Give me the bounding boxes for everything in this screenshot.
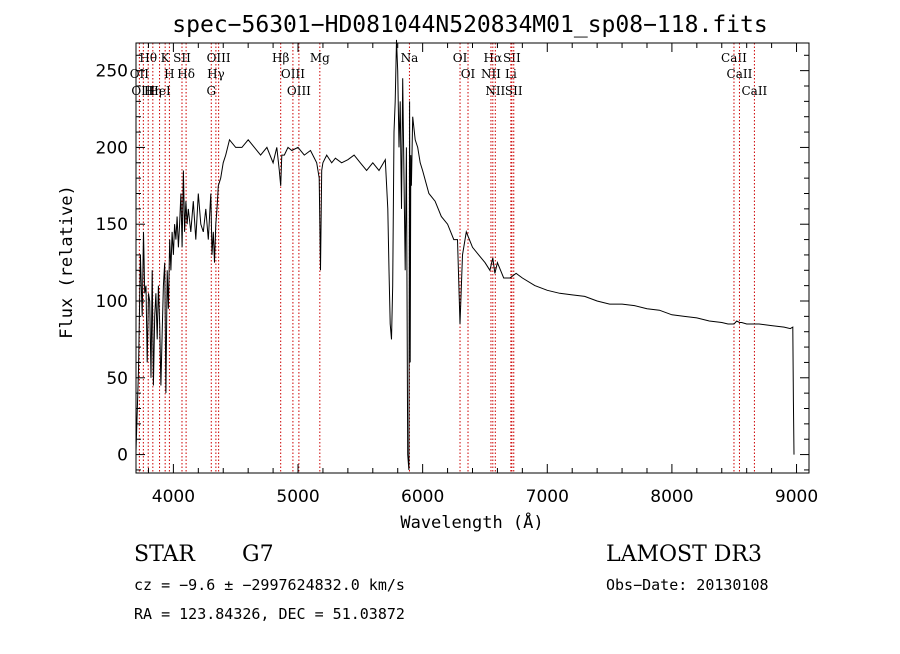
marker-label: CaII: [721, 51, 747, 65]
marker-label: Hδ: [177, 67, 195, 81]
x-tick-label: 9000: [775, 487, 818, 507]
object-subclass: G7: [242, 542, 274, 567]
y-tick-label: 150: [96, 215, 128, 235]
x-tick-label: 4000: [152, 487, 195, 507]
x-tick-label: 7000: [526, 487, 569, 507]
marker-label: Hγ: [207, 67, 225, 81]
chart-title: spec−56301−HD081044N520834M01_sp08−118.f…: [172, 12, 767, 38]
marker-label: OIII: [281, 67, 305, 81]
marker-label: Li: [505, 67, 517, 81]
marker-label: K: [161, 51, 171, 65]
y-tick-label: 0: [117, 446, 128, 466]
marker-label: Hα: [484, 51, 503, 65]
spectrum-line: [135, 39, 795, 470]
y-tick-label: 250: [96, 62, 128, 82]
marker-label: NII: [481, 67, 501, 81]
marker-label: Hβ: [272, 51, 289, 65]
marker-label: OIII: [287, 84, 311, 98]
x-axis-label: Wavelength (Å): [400, 511, 543, 533]
x-tick-label: 6000: [401, 487, 444, 507]
redshift-line: cz = −9.6 ± −2997624832.0 km/s: [134, 576, 405, 594]
marker-label: OIII: [131, 84, 155, 98]
y-tick-label: 200: [96, 138, 128, 158]
marker-label: Hη: [144, 84, 162, 98]
marker-label: G: [206, 84, 216, 98]
x-tick-label: 8000: [650, 487, 693, 507]
marker-label: HeI: [148, 84, 171, 98]
obs-date: Obs−Date: 20130108: [606, 576, 769, 594]
marker-label: Na: [401, 51, 419, 65]
spectral-line-markers: HθOIIOIIIHηHeIKHSIIHδOIIIHγGHβOIIIOIIIMg…: [130, 43, 768, 473]
marker-label: OII: [130, 67, 150, 81]
marker-label: SII: [503, 51, 521, 65]
plot-frame: [135, 42, 810, 474]
marker-label: OIII: [207, 51, 231, 65]
marker-label: NII: [485, 84, 505, 98]
marker-label: SII: [173, 51, 191, 65]
marker-label: Mg: [310, 51, 330, 65]
survey-name: LAMOST DR3: [606, 542, 762, 567]
marker-label: CaII: [727, 67, 753, 81]
y-axis-label: Flux (relative): [57, 185, 77, 339]
marker-label: Hθ: [139, 51, 157, 65]
marker-label: H: [164, 67, 174, 81]
object-class: STAR: [134, 542, 196, 567]
marker-label: OI: [453, 51, 468, 65]
marker-label: OI: [461, 67, 476, 81]
x-axis-ticks: 4000 5000 6000 7000 8000 9000: [147, 43, 818, 507]
y-tick-label: 50: [106, 369, 128, 389]
marker-label: CaII: [741, 84, 767, 98]
marker-label: SII: [505, 84, 523, 98]
x-tick-label: 5000: [276, 487, 319, 507]
coordinates: RA = 123.84326, DEC = 51.03872: [134, 605, 405, 623]
y-axis-ticks: 0 50 100 150 200 250: [96, 54, 809, 471]
y-tick-label: 100: [96, 292, 128, 312]
